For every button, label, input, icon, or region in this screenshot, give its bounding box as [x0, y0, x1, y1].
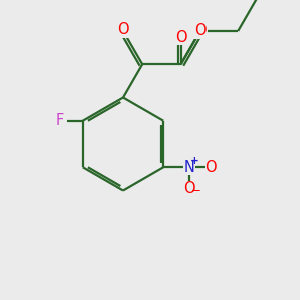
- Text: +: +: [190, 156, 199, 166]
- Text: N: N: [183, 160, 194, 175]
- Text: O: O: [194, 23, 206, 38]
- Text: O: O: [117, 22, 129, 37]
- Text: −: −: [191, 184, 201, 197]
- Text: O: O: [206, 160, 217, 175]
- Text: O: O: [196, 23, 207, 38]
- Text: F: F: [56, 113, 64, 128]
- Text: O: O: [175, 30, 186, 45]
- Text: O: O: [183, 181, 195, 196]
